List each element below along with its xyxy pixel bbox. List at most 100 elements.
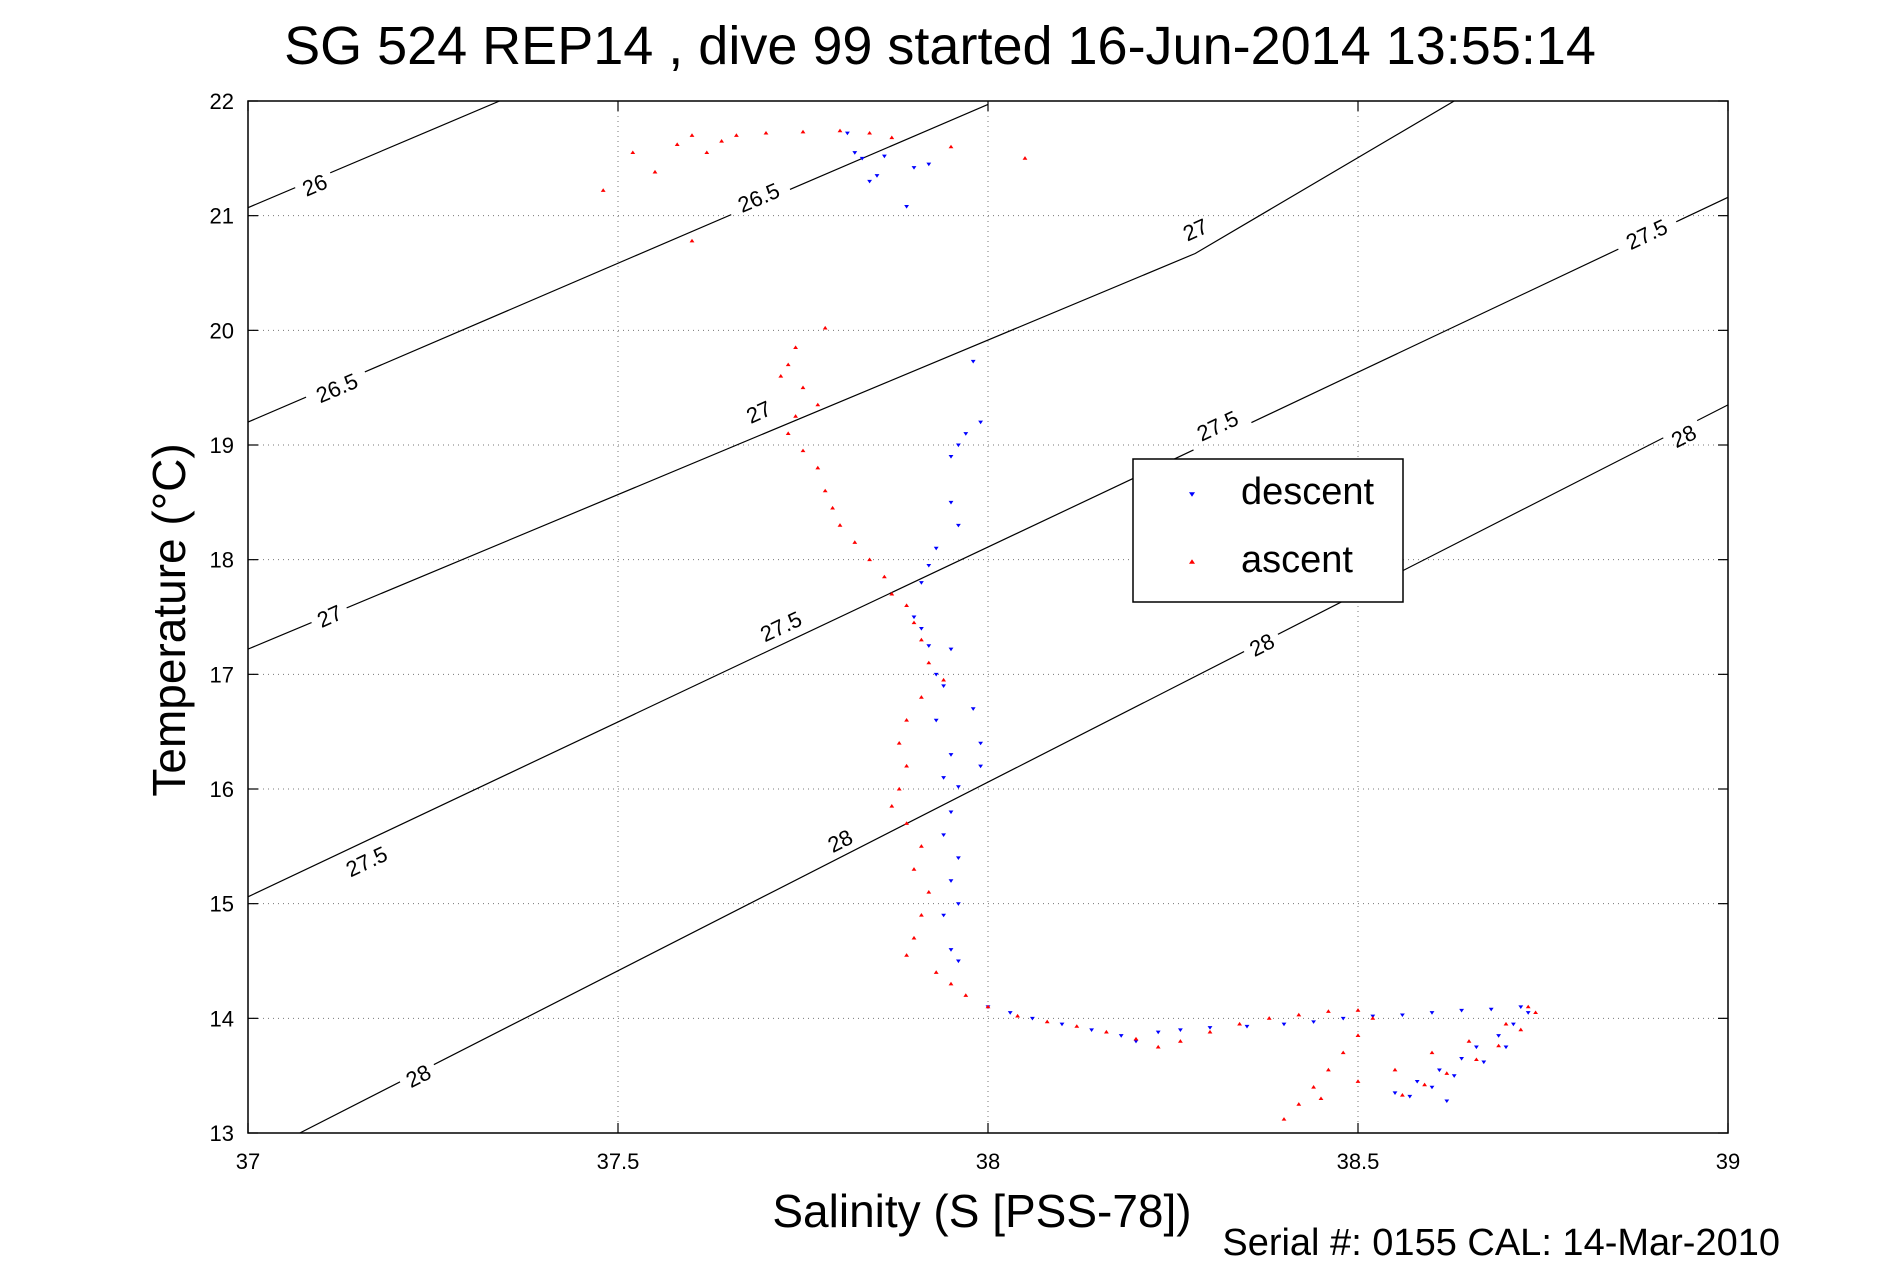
ascent-point <box>600 188 606 192</box>
descent-point <box>1244 1024 1250 1029</box>
ascent-point <box>896 786 902 791</box>
ascent-point <box>704 150 710 155</box>
contour-line-27.5 <box>248 196 1728 898</box>
ascent-point <box>830 505 835 510</box>
x-axis-label: Salinity (S [PSS-78]) <box>772 1185 1191 1237</box>
y-tick-label: 13 <box>210 1121 234 1146</box>
ascent-point <box>919 844 924 848</box>
descent-point <box>852 151 858 155</box>
descent-point <box>1155 1030 1161 1035</box>
y-tick-label: 19 <box>210 433 234 458</box>
ascent-point <box>815 402 821 407</box>
descent-point <box>1059 1022 1065 1027</box>
ascent-point <box>911 620 917 625</box>
ascent-point <box>1266 1016 1272 1020</box>
ascent-point <box>911 935 917 940</box>
ascent-point <box>793 414 798 418</box>
ascent-point <box>1370 1016 1376 1020</box>
descent-point <box>1007 1011 1013 1015</box>
ascent-point <box>1518 1027 1524 1032</box>
x-axis-ticks: 37 37.5 38 38.5 39 <box>236 101 1740 1174</box>
descent-point <box>1407 1094 1413 1099</box>
descent-point <box>926 563 932 568</box>
ascent-point <box>963 993 969 997</box>
y-axis-ticks: 13 14 15 16 17 18 19 20 21 22 <box>210 89 1728 1146</box>
y-tick-label: 20 <box>210 318 234 343</box>
descent-point <box>1133 1039 1139 1044</box>
ascent-point <box>1422 1082 1427 1087</box>
descent-point <box>1281 1022 1287 1027</box>
descent-point <box>882 154 887 159</box>
y-tick-label: 22 <box>210 89 234 114</box>
descent-point <box>1451 1074 1457 1078</box>
descent-point <box>1488 1007 1494 1012</box>
legend-box <box>1132 458 1404 603</box>
ascent-point <box>1296 1102 1302 1106</box>
ascent-point <box>948 981 954 986</box>
descent-point <box>874 174 880 178</box>
descent-point <box>1429 1085 1435 1090</box>
ascent-point <box>689 238 695 243</box>
ascent-point <box>919 912 924 917</box>
ascent-point <box>822 488 828 493</box>
ascent-point <box>630 150 636 155</box>
descent-point <box>1518 1005 1524 1010</box>
ascent-point <box>674 142 680 147</box>
x-tick-label: 38.5 <box>1337 1149 1380 1174</box>
ascent-point <box>1155 1044 1161 1049</box>
ascent-point <box>1133 1036 1139 1041</box>
descent-point <box>948 500 954 505</box>
ascent-point <box>815 465 821 470</box>
ascent-point <box>800 448 806 453</box>
ascent-point <box>822 325 828 330</box>
serial-cal-footer: Serial #: 0155 CAL: 14-Mar-2010 <box>1222 1222 1780 1262</box>
ascent-point <box>889 804 895 808</box>
descent-point <box>956 523 961 528</box>
descent-point <box>956 902 961 906</box>
descent-point <box>1311 1020 1316 1024</box>
descent-point <box>1118 1034 1124 1038</box>
legend-marker-descent <box>1189 492 1195 497</box>
descent-point <box>970 359 976 364</box>
descent-point <box>1089 1028 1094 1032</box>
x-tick-label: 37 <box>236 1149 260 1174</box>
descent-point <box>963 432 969 436</box>
ascent-point <box>904 718 909 722</box>
ascent-point <box>1355 1079 1361 1083</box>
descent-point <box>845 131 850 136</box>
legend-label-descent: descent <box>1241 471 1375 513</box>
contour-label: 26.5 <box>312 368 361 408</box>
ascent-point <box>1326 1067 1331 1072</box>
contour-label: 27 <box>313 600 346 633</box>
ascent-point <box>911 867 917 871</box>
descent-point <box>948 647 954 652</box>
descent-point <box>978 420 983 425</box>
legend: descent ascent <box>1132 458 1404 603</box>
descent-point <box>1511 1022 1516 1027</box>
descent-point <box>933 546 939 551</box>
descent-point <box>1414 1079 1420 1084</box>
descent-point <box>978 741 983 746</box>
ascent-point <box>1355 1008 1361 1012</box>
descent-point <box>978 764 983 769</box>
ascent-point <box>689 133 695 137</box>
legend-label-ascent: ascent <box>1241 539 1353 581</box>
descent-point <box>1207 1026 1213 1030</box>
ascent-point <box>719 138 724 143</box>
contour-label: 28 <box>1245 628 1278 661</box>
y-tick-label: 17 <box>210 662 234 687</box>
chart-title: SG 524 REP14 , dive 99 started 16-Jun-20… <box>284 16 1596 76</box>
ascent-point <box>837 523 843 527</box>
x-tick-label: 37.5 <box>597 1149 640 1174</box>
ascent-point <box>1340 1050 1346 1055</box>
ascent-point <box>904 821 909 825</box>
ascent-point <box>1074 1024 1080 1028</box>
ascent-point <box>1392 1067 1398 1072</box>
contour-label: 27.5 <box>1622 214 1671 255</box>
ascent-point <box>852 540 858 544</box>
descent-point <box>867 179 872 184</box>
ascent-point <box>896 740 902 745</box>
ascent-point <box>1466 1039 1472 1043</box>
ascent-point <box>1525 1004 1531 1009</box>
